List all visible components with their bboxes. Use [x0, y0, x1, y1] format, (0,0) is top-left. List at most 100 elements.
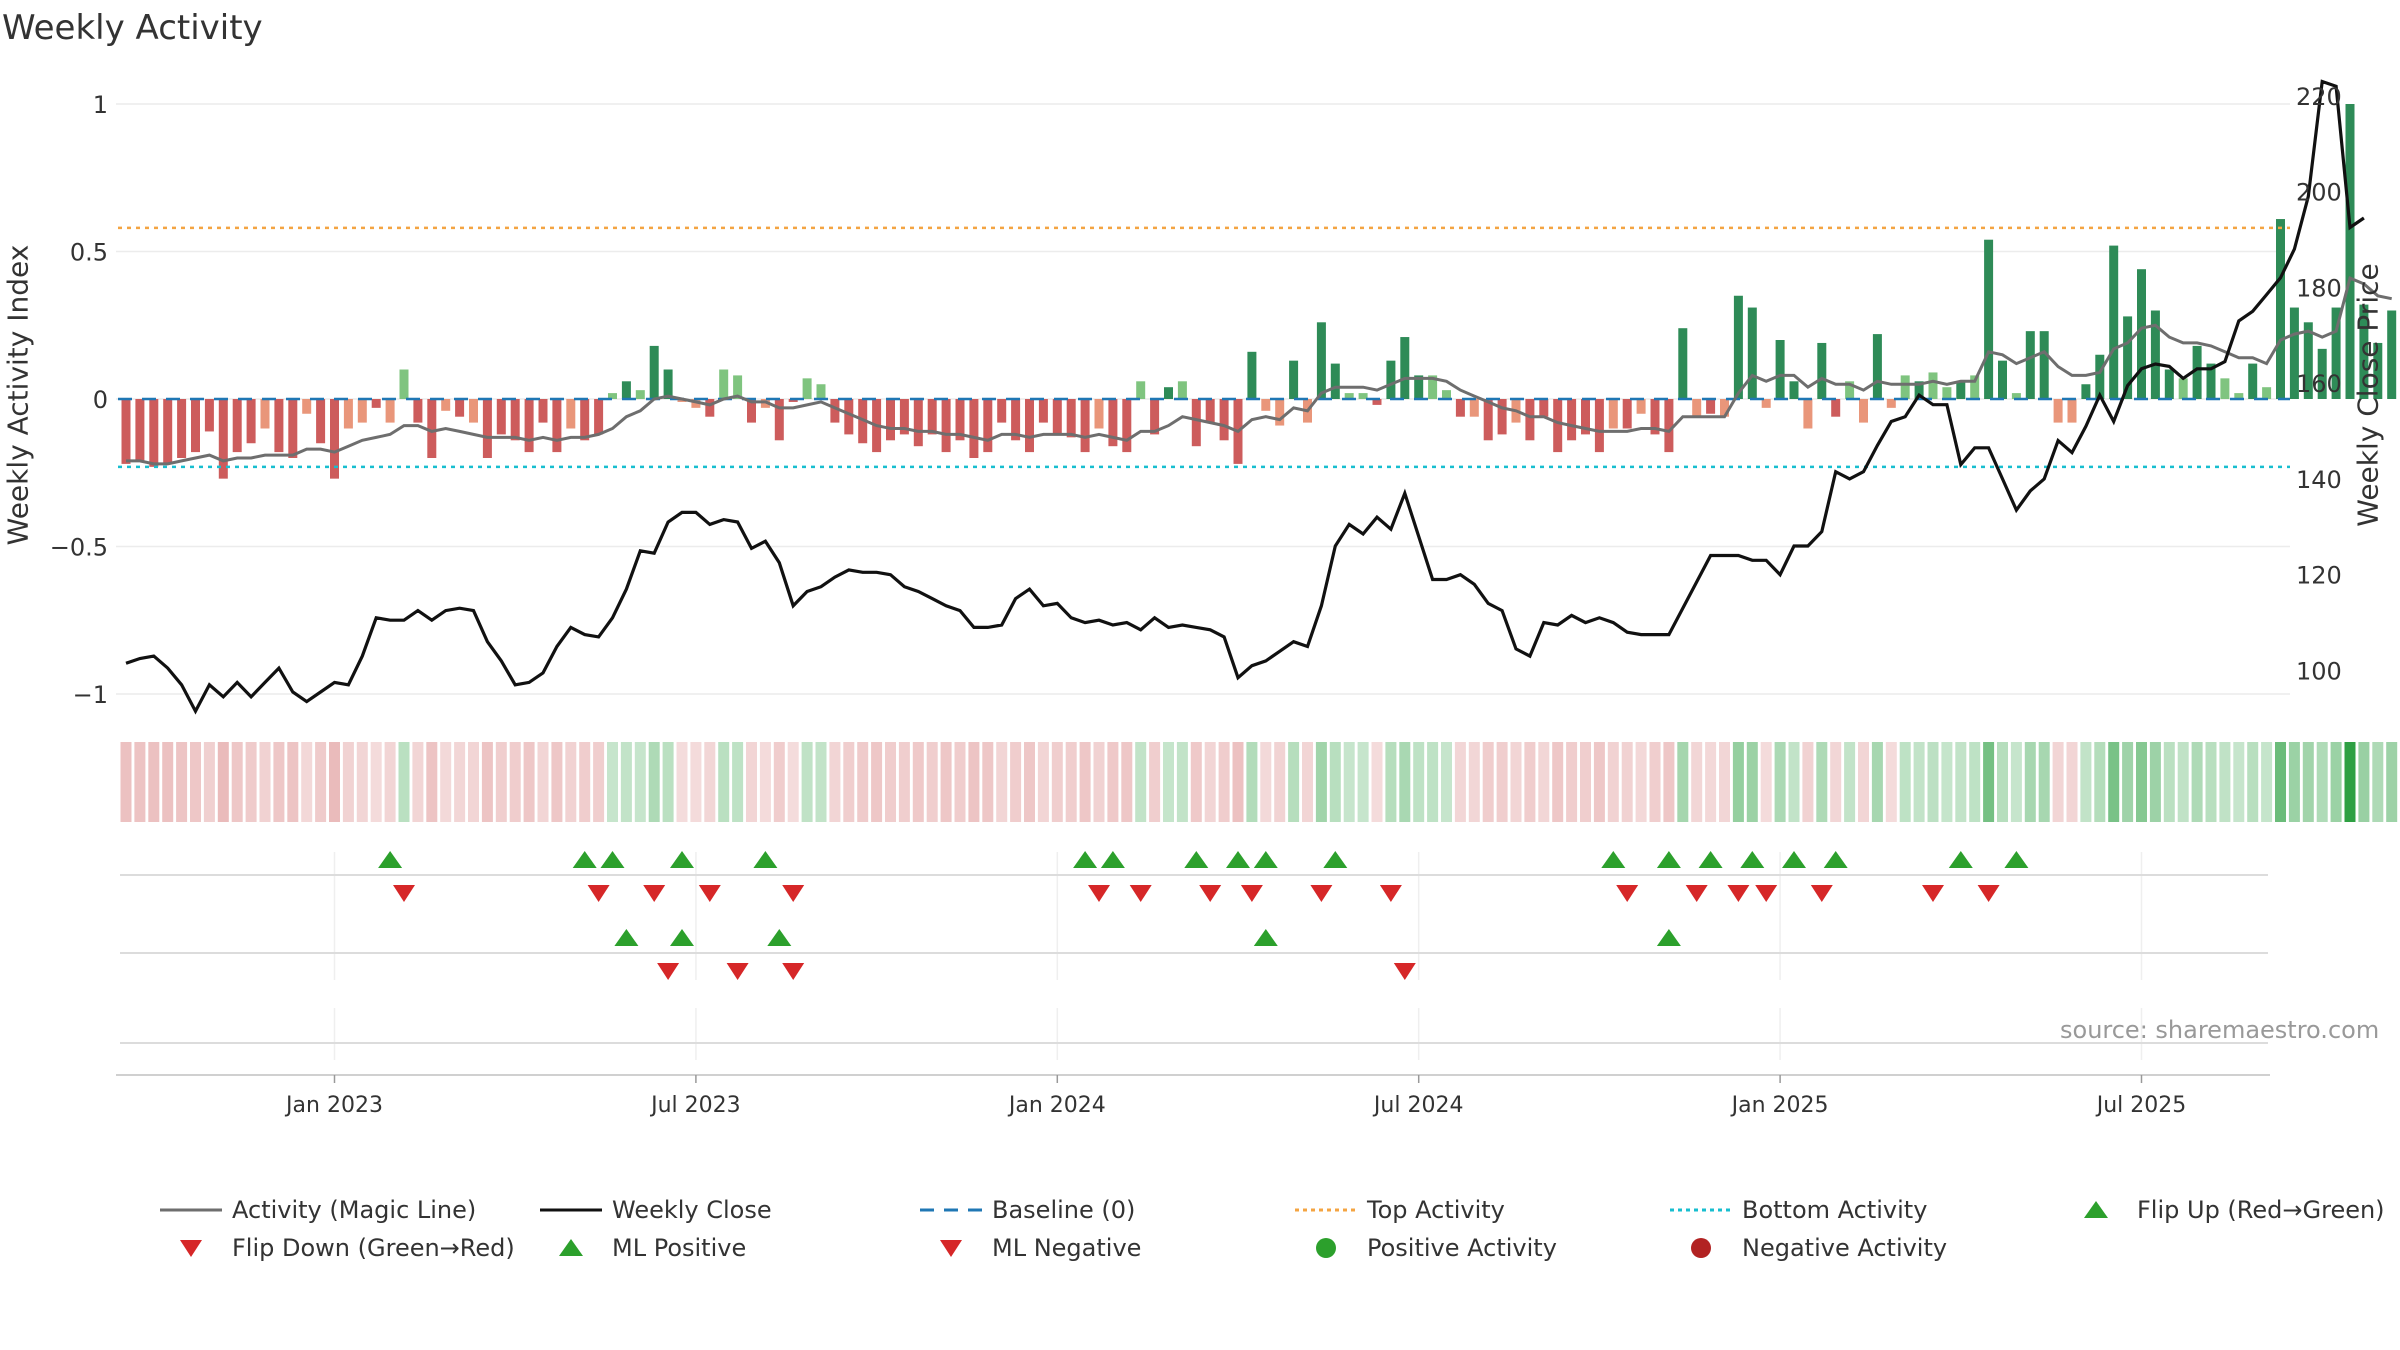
strip-cell [898, 742, 910, 822]
strip-cell [1955, 742, 1967, 822]
strip-cell [634, 742, 646, 822]
activity-bar [705, 399, 715, 417]
flip-up-marker [378, 851, 403, 868]
legend-swatch-icon [160, 1208, 222, 1212]
strip-cell [481, 742, 493, 822]
activity-bar [733, 375, 743, 399]
flip-up-marker [1253, 851, 1278, 868]
strip-cell [2288, 742, 2300, 822]
strip-cell [1010, 742, 1022, 822]
strip-cell [134, 742, 146, 822]
activity-bar [2248, 363, 2258, 399]
activity-bar [621, 381, 631, 399]
activity-bar [2262, 387, 2272, 399]
activity-bar [232, 399, 242, 453]
activity-bar [2206, 363, 2216, 399]
strip-cell [1037, 742, 1049, 822]
activity-bar [663, 369, 673, 399]
strip-cell [523, 742, 535, 822]
activity-bar [719, 369, 729, 399]
strip-cell [203, 742, 215, 822]
strip-cell [1079, 742, 1091, 822]
activity-bar [177, 399, 187, 458]
activity-bar [1191, 399, 1201, 447]
strip-cell [2233, 742, 2245, 822]
strip-cell [1663, 742, 1675, 822]
legend-item: ML Negative [920, 1234, 1141, 1262]
strip-cell [1496, 742, 1508, 822]
strip-cell [2205, 742, 2217, 822]
strip-cell [1232, 742, 1244, 822]
strip-cell [1899, 742, 1911, 822]
strip-cell [718, 742, 730, 822]
activity-bar [1358, 393, 1368, 399]
activity-bar [1316, 322, 1326, 399]
activity-bar [246, 399, 256, 444]
magic-line-series [126, 276, 2393, 466]
flip-up-marker [572, 851, 597, 868]
strip-cell [1149, 742, 1161, 822]
strip-cell [1760, 742, 1772, 822]
strip-cell [1552, 742, 1564, 822]
legend-item: Bottom Activity [1670, 1196, 1927, 1224]
strip-cell [1288, 742, 1300, 822]
strip-cell [1093, 742, 1105, 822]
activity-bar [566, 399, 576, 429]
flip-down-marker [1755, 885, 1778, 902]
activity-bar [594, 399, 604, 435]
strip-cell [2052, 742, 2064, 822]
strip-cell [2247, 742, 2259, 822]
activity-bar [1831, 399, 1841, 417]
strip-cell [176, 742, 188, 822]
legend-label: ML Negative [992, 1234, 1142, 1262]
strip-cell [1538, 742, 1550, 822]
strip-cell [1580, 742, 1591, 822]
strip-cell [787, 742, 799, 822]
activity-bar [552, 399, 562, 453]
strip-cell [329, 742, 340, 822]
activity-bar [1928, 372, 1938, 399]
activity-bar [316, 399, 326, 444]
ml-negative-marker [782, 963, 805, 980]
strip-cell [273, 742, 285, 822]
legend-swatch-icon [540, 1208, 602, 1212]
y-right-tick-label: 220 [2296, 83, 2342, 111]
activity-bar [2150, 310, 2160, 399]
activity-bar [482, 399, 492, 458]
activity-bar [913, 399, 923, 447]
strip-cell [1788, 742, 1800, 822]
legend-item: Flip Down (Green→Red) [160, 1234, 515, 1262]
activity-bar [1330, 363, 1340, 399]
activity-bar [1442, 390, 1451, 399]
strip-cell [162, 742, 174, 822]
activity-bar [1455, 399, 1465, 417]
strip-cell [342, 742, 354, 822]
flip-down-marker [698, 885, 721, 902]
strip-cell [1441, 742, 1452, 822]
strip-cell [1065, 742, 1077, 822]
flip-down-marker [1310, 885, 1333, 902]
activity-bar [1136, 381, 1146, 399]
activity-bar [830, 399, 840, 423]
strip-cell [1566, 742, 1578, 822]
activity-bar [983, 399, 993, 453]
strip-cell [1121, 742, 1133, 822]
x-tick-label: Jul 2023 [649, 1093, 741, 1118]
activity-bar [1942, 387, 1952, 399]
y-right-tick-label: 100 [2296, 657, 2342, 685]
ml-positive-marker [767, 929, 792, 946]
activity-bar [747, 399, 756, 423]
activity-bar [1525, 399, 1535, 441]
flip-down-marker [1977, 885, 2000, 902]
activity-bar [2220, 378, 2230, 399]
y-right-tick-label: 140 [2296, 466, 2342, 494]
legend-swatch-icon [1295, 1208, 1357, 1212]
activity-bar [1400, 337, 1410, 399]
strip-cell [676, 742, 688, 822]
strip-cell [2358, 742, 2370, 822]
strip-cell [593, 742, 605, 822]
strip-cell [454, 742, 466, 822]
activity-bar [774, 399, 784, 441]
strip-cell [607, 742, 618, 822]
